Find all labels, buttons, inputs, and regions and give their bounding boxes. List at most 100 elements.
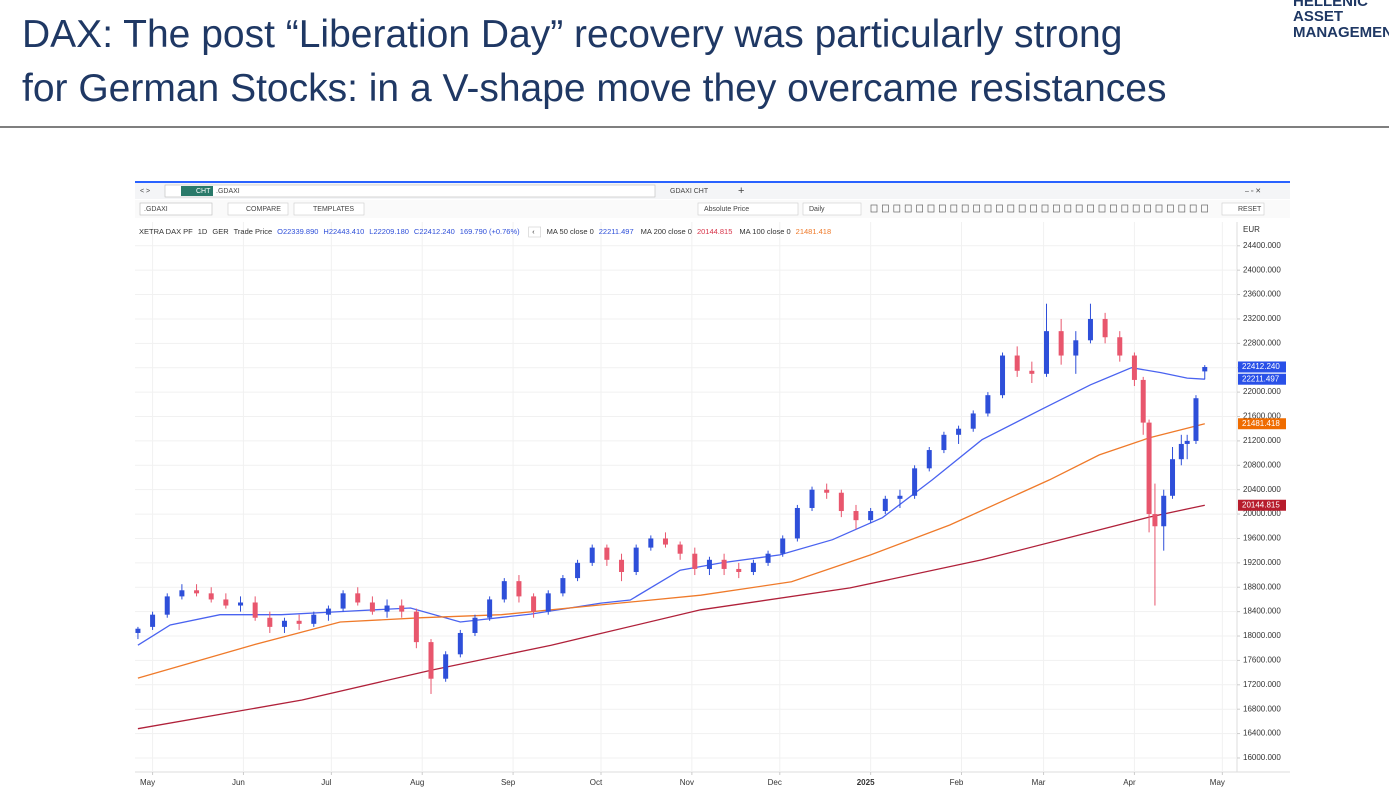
tool-icon [1155, 204, 1163, 213]
price-mode-label[interactable]: Absolute Price [704, 206, 749, 213]
header-exchange: GER [212, 227, 229, 236]
y-tick-label: 24000.000 [1243, 265, 1281, 274]
candle-body [1087, 318, 1093, 341]
compare-button[interactable] [227, 202, 289, 216]
x-tick-label: Mar [1032, 778, 1046, 787]
tool-icon [1132, 204, 1140, 213]
templates-button[interactable] [293, 202, 365, 216]
x-tick-label: Dec [768, 778, 782, 787]
x-tick-label: Jun [232, 778, 245, 787]
candle-body [1140, 379, 1146, 423]
candle-body [765, 553, 771, 563]
candle-body [369, 602, 375, 612]
tool-icons [870, 204, 1208, 213]
y-tick-label: 20800.000 [1243, 460, 1281, 469]
candle-body [1117, 337, 1123, 356]
candle-body [560, 578, 566, 594]
candle-body [677, 544, 683, 554]
logo-text: HELLENIC [1293, 0, 1368, 10]
tool-icon [893, 204, 901, 213]
currency-label[interactable]: EUR [1243, 225, 1260, 234]
y-tick-label: 18400.000 [1243, 607, 1281, 616]
candle-body [794, 507, 800, 539]
header-interval: 1D [198, 227, 208, 236]
candle-body [1202, 366, 1208, 372]
candle-body [970, 413, 976, 429]
tool-icon [961, 204, 969, 213]
symbol-box-text[interactable]: .GDAXI [144, 206, 168, 213]
candle-body [706, 559, 712, 569]
price-tag-label: 22211.497 [1242, 374, 1280, 383]
search-text[interactable]: .GDAXI [216, 188, 240, 195]
compare-label[interactable]: COMPARE [246, 206, 281, 213]
nav-arrows[interactable]: < > [140, 188, 150, 195]
y-tick-label: 21600.000 [1243, 412, 1281, 421]
legend-name: MA 200 close 0 [641, 227, 692, 236]
tool-icon [1018, 204, 1026, 213]
y-tick-label: 19600.000 [1243, 534, 1281, 543]
search-box[interactable] [164, 184, 656, 198]
y-tick-label: 20400.000 [1243, 485, 1281, 494]
ma-line [137, 504, 1205, 730]
tool-icon [1178, 204, 1186, 213]
legend-name: MA 100 close 0 [739, 227, 790, 236]
candle-body [501, 581, 507, 600]
header-low: L22209.180 [369, 227, 409, 236]
price-mode-dropdown[interactable] [697, 202, 799, 216]
candle-body [926, 450, 932, 469]
collapse-button [528, 226, 541, 238]
candle-body [633, 547, 639, 572]
tool-icon [916, 204, 923, 213]
candle-body [399, 605, 405, 612]
candle-body [1102, 318, 1108, 338]
header-close: C22412.240 [414, 227, 455, 236]
reset-button[interactable] [1221, 202, 1265, 216]
candle-body [311, 614, 317, 624]
x-tick-label: May [140, 778, 155, 787]
candle-body [1029, 370, 1035, 374]
candle-body [457, 632, 463, 655]
y-tick-label: 20000.000 [1243, 509, 1281, 518]
templates-label[interactable]: TEMPLATES [313, 206, 354, 213]
reset-label[interactable]: RESET [1238, 206, 1262, 213]
candle-body [545, 593, 551, 612]
new-tab[interactable]: + [738, 185, 744, 197]
ma-line [137, 367, 1205, 646]
candle-body [692, 553, 698, 569]
candle-body [721, 559, 727, 569]
price-tag [1238, 499, 1286, 511]
candle-body [575, 562, 581, 579]
interval-dropdown[interactable] [802, 202, 862, 216]
candle-body [589, 547, 595, 563]
plot-area: 16000.000 16400.000 16800.000 17200.000 1760… [135, 222, 1286, 787]
tab-badge [181, 186, 213, 196]
candle-body [882, 498, 888, 512]
y-tick-label: 18800.000 [1243, 582, 1281, 591]
legend-name: MA 50 close 0 [547, 227, 594, 236]
candle-body [985, 395, 991, 414]
interval-label[interactable]: Daily [809, 206, 825, 213]
tool-icon [1098, 204, 1106, 213]
candle-body [1170, 459, 1176, 496]
candle-body [1131, 355, 1137, 380]
candle-body [824, 489, 830, 493]
price-tag [1238, 373, 1286, 385]
window-controls[interactable]: – ▫ ✕ [1245, 188, 1261, 195]
symbol-box[interactable] [139, 202, 213, 216]
candle-body [194, 590, 200, 594]
x-tick-label: Oct [590, 778, 603, 787]
candle-body [1073, 340, 1079, 356]
candle-body [838, 492, 844, 512]
candle-body [662, 538, 668, 545]
x-tick-label: Feb [950, 778, 964, 787]
candle-body [956, 428, 962, 435]
candle-body [619, 559, 625, 572]
slide-title: DAX: The post “Liberation Day” recovery … [22, 13, 1122, 56]
candle-body [223, 599, 229, 606]
x-tick-label: Aug [410, 778, 424, 787]
tool-icon [973, 204, 980, 213]
tab-title[interactable]: GDAXI CHT [670, 188, 709, 195]
candle-body [1014, 355, 1020, 371]
tool-icon [870, 204, 878, 213]
y-tick-label: 18000.000 [1243, 631, 1281, 640]
